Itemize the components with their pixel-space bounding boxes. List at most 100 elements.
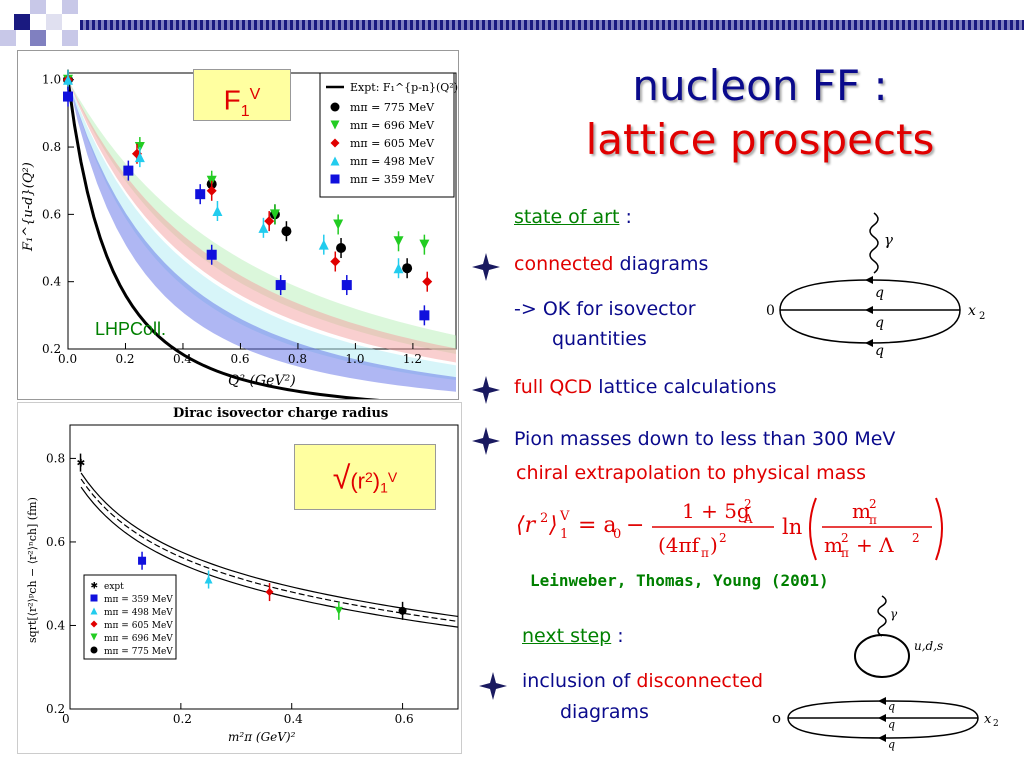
data-point bbox=[269, 209, 280, 220]
legend-marker bbox=[90, 633, 98, 641]
full-qcd-line: full QCD lattice calculations bbox=[514, 376, 777, 398]
corner-decoration bbox=[0, 0, 1024, 48]
x-tick-label: 0.6 bbox=[230, 352, 249, 366]
svg-text:(4πf: (4πf bbox=[658, 533, 701, 557]
legend-label: mπ = 359 MeV bbox=[350, 173, 435, 186]
x2-label: x bbox=[984, 712, 992, 727]
q-label: q bbox=[875, 315, 884, 331]
y-axis-label: sqrt[⟨r²⟩ᵖch − ⟨r²⟩ⁿch] (fm) bbox=[26, 497, 39, 643]
x2-sub: 2 bbox=[993, 719, 999, 729]
svg-text:⟨r: ⟨r bbox=[516, 513, 537, 538]
svg-text:2: 2 bbox=[744, 497, 752, 511]
x-tick-label: 0.0 bbox=[58, 352, 77, 366]
inclusion-line: inclusion of disconnected bbox=[522, 670, 763, 692]
data-point bbox=[123, 165, 134, 176]
y-tick-label: 0.8 bbox=[42, 140, 61, 154]
data-point bbox=[63, 74, 73, 85]
data-point bbox=[195, 189, 206, 200]
data-point bbox=[212, 206, 223, 216]
legend-marker bbox=[330, 138, 340, 148]
origin-label: o bbox=[772, 709, 781, 727]
svg-text:2: 2 bbox=[841, 531, 849, 545]
data-point bbox=[131, 148, 142, 159]
svg-text:−: − bbox=[626, 513, 644, 538]
legend-label: expt bbox=[104, 582, 124, 592]
ok-line-2: quantities bbox=[552, 328, 647, 350]
legend-marker bbox=[90, 607, 98, 615]
f1v-chart: 0.0 0.2 0.4 0.6 0.8 1.0 1.20.20.40.60.81.0Q² (… bbox=[21, 69, 458, 407]
data-point bbox=[318, 239, 329, 250]
svg-text:2: 2 bbox=[869, 497, 877, 511]
f1v-chart-panel: 0.0 0.2 0.4 0.6 0.8 1.0 1.2 0.2 0.4 0.6 0.8 1.0 Q² (… bbox=[17, 50, 459, 407]
data-point bbox=[264, 216, 275, 227]
legend-label: mπ = 498 MeV bbox=[350, 155, 435, 168]
radius-chart-panel: Dirac isovector charge radius 0 0.2 0.4 0.6 0… bbox=[17, 402, 462, 754]
diagrams-line-2: diagrams bbox=[560, 701, 649, 723]
y-tick-label: 0.6 bbox=[42, 207, 61, 221]
chiral-line: chiral extrapolation to physical mass bbox=[516, 462, 867, 484]
origin-label: 0 bbox=[766, 303, 775, 319]
svg-text:1: 1 bbox=[560, 527, 568, 542]
uds-label: u,d,s bbox=[914, 639, 943, 653]
legend-label: mπ = 605 MeV bbox=[350, 137, 435, 150]
data-point bbox=[398, 606, 407, 615]
q-label: q bbox=[875, 285, 884, 301]
inclusion-word: inclusion of bbox=[522, 670, 631, 692]
reference-line: Leinweber, Thomas, Young (2001) bbox=[530, 571, 829, 590]
legend-marker bbox=[90, 620, 98, 628]
plot-frame bbox=[69, 424, 459, 710]
pion-masses-line: Pion masses down to less than 300 MeV bbox=[514, 428, 896, 450]
data-point bbox=[204, 575, 213, 584]
y-tick-label: 0.4 bbox=[46, 618, 65, 632]
chart-title: Dirac isovector charge radius bbox=[173, 406, 388, 421]
x-axis-label: Q² (GeV²) bbox=[228, 373, 296, 389]
lhpcoll-label: LHPColl. bbox=[95, 319, 167, 339]
f1v-label-box: F1V bbox=[193, 69, 291, 121]
error-band bbox=[68, 79, 456, 363]
data-point bbox=[265, 588, 274, 597]
svg-text:2: 2 bbox=[540, 511, 548, 526]
legend-expt-label: Expt: F₁^{p-n}(Q²) bbox=[350, 81, 458, 94]
q-label: q bbox=[875, 343, 884, 359]
data-point bbox=[258, 222, 269, 233]
next-step-label: next step bbox=[522, 625, 612, 647]
next-step-line: next step : bbox=[522, 625, 624, 647]
legend-label: mπ = 696 MeV bbox=[104, 634, 173, 644]
error-band bbox=[68, 79, 456, 354]
svg-text:V: V bbox=[559, 509, 570, 524]
ok-line-1: -> OK for isovector bbox=[514, 298, 696, 320]
y-tick-label: 0.4 bbox=[42, 275, 61, 289]
y-axis-label: F₁^{u-d}(Q²) bbox=[21, 162, 36, 252]
y-tick-label: 0.6 bbox=[46, 535, 65, 549]
svg-text:= a: = a bbox=[578, 513, 617, 538]
svg-text:0: 0 bbox=[613, 527, 621, 542]
legend-marker bbox=[330, 120, 340, 130]
chiral-formula: ⟨r 2 ⟩ V 1 = a 0 − 1 + 5g 2 A (4πf π ) 2… bbox=[516, 497, 943, 561]
svg-text:π: π bbox=[841, 546, 849, 560]
x-tick-label: 0 bbox=[62, 712, 70, 726]
data-point bbox=[138, 556, 147, 565]
data-point bbox=[393, 236, 404, 247]
data-point: ✱ bbox=[77, 458, 86, 470]
q-label: q bbox=[888, 718, 895, 731]
svg-text:2: 2 bbox=[719, 531, 727, 545]
data-point bbox=[206, 175, 217, 186]
x-tick-label: 0.4 bbox=[173, 352, 192, 366]
fit-curve bbox=[80, 478, 459, 623]
header-rule bbox=[80, 20, 1024, 30]
data-point bbox=[63, 91, 73, 102]
x2-sub: 2 bbox=[979, 311, 985, 322]
svg-text:π: π bbox=[869, 513, 877, 527]
svg-text:ln: ln bbox=[782, 515, 802, 539]
data-point bbox=[281, 226, 292, 237]
disconnected-word: disconnected bbox=[636, 670, 764, 692]
data-point bbox=[336, 243, 347, 254]
x-axis-label: m²π (GeV)² bbox=[228, 730, 296, 744]
gamma-label: γ bbox=[884, 231, 893, 249]
connected-diagram: γ q q q 0 x 2 bbox=[766, 212, 985, 359]
colon-2: : bbox=[617, 625, 624, 647]
y-tick-label: 0.8 bbox=[46, 451, 65, 465]
radius-label-box: √(r2)1V bbox=[294, 444, 436, 510]
legend-label: mπ = 696 MeV bbox=[350, 119, 435, 132]
